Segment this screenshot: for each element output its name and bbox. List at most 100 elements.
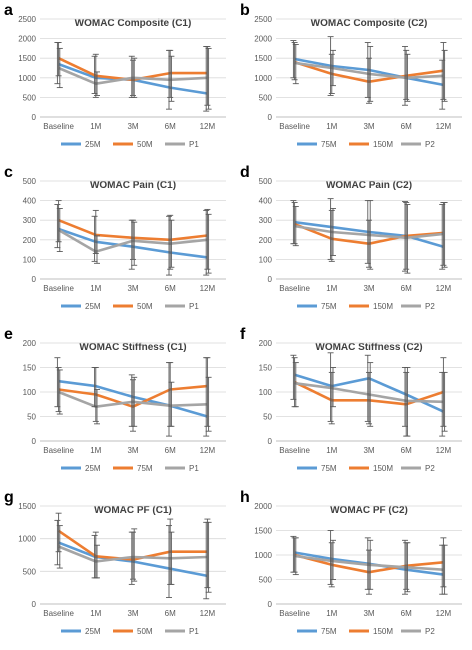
error-bar-50M <box>55 512 62 553</box>
panel-label-c: c <box>4 164 13 181</box>
error-bar-150M <box>403 49 410 100</box>
legend-label: 75M <box>321 140 337 149</box>
x-tick-label: Baseline <box>279 122 310 131</box>
legend-label: 150M <box>373 140 393 149</box>
x-tick-label: Baseline <box>279 609 310 618</box>
legend-item-P2: P2 <box>401 140 435 149</box>
legend-label: P2 <box>425 302 435 311</box>
y-tick-label: 1500 <box>254 54 272 63</box>
error-bar-P2 <box>441 202 448 268</box>
y-tick-label: 0 <box>32 275 37 284</box>
legend-item-50M: 50M <box>113 140 153 149</box>
x-tick-label: 6M <box>401 609 412 618</box>
x-tick-label: 6M <box>401 284 412 293</box>
legend-label: P1 <box>189 302 199 311</box>
chart-panel-f: f WOMAC Stiffness (C2) 0 50 100 150 200 Baselin… <box>240 326 462 473</box>
legend-item-50M: 50M <box>113 302 153 311</box>
legend-label: 150M <box>373 302 393 311</box>
legend-item-75M: 75M <box>113 464 153 473</box>
legend-item-50M: 50M <box>113 627 153 636</box>
error-bar-50M <box>204 518 211 589</box>
y-tick-label: 500 <box>23 177 37 186</box>
error-bar-25M <box>166 525 172 598</box>
y-tick-label: 1500 <box>254 527 272 536</box>
error-bar-P2 <box>292 362 299 408</box>
x-tick-label: 12M <box>436 284 452 293</box>
y-tick-label: 200 <box>23 236 37 245</box>
error-bar-25M <box>203 209 210 276</box>
x-tick-label: Baseline <box>43 122 74 131</box>
error-bar-P1 <box>94 389 100 425</box>
error-bar-75M <box>402 539 408 595</box>
y-tick-label: 100 <box>23 255 37 264</box>
legend-item-P1: P1 <box>165 302 199 311</box>
y-tick-label: 0 <box>32 113 37 122</box>
error-bar-50M <box>204 208 211 270</box>
chart-title: WOMAC Composite (C1) <box>75 18 192 29</box>
error-bar-P2 <box>441 544 448 595</box>
error-bar-P1 <box>205 47 212 110</box>
error-bar-P1 <box>56 369 63 415</box>
panel-label-d: d <box>240 164 250 181</box>
y-tick-label: 0 <box>268 437 273 446</box>
y-tick-label: 200 <box>259 236 273 245</box>
y-tick-label: 300 <box>259 216 273 225</box>
x-tick-label: 6M <box>401 122 412 131</box>
error-bar-P1 <box>131 221 138 266</box>
error-bar-P1 <box>94 71 100 96</box>
error-bar-P2 <box>330 367 336 408</box>
error-bar-75M <box>402 45 408 106</box>
y-tick-label: 0 <box>268 275 273 284</box>
chart-title: WOMAC Pain (C1) <box>90 180 176 191</box>
panel-label-g: g <box>4 489 14 506</box>
legend-label: P2 <box>425 627 435 636</box>
legend-label: 50M <box>137 302 153 311</box>
error-bar-P1 <box>205 213 212 274</box>
x-tick-label: 12M <box>200 122 216 131</box>
legend-label: 25M <box>85 627 101 636</box>
error-bar-150M <box>440 42 447 100</box>
error-bar-P2 <box>330 207 336 256</box>
y-tick-label: 50 <box>263 413 272 422</box>
x-tick-label: 3M <box>127 122 138 131</box>
legend-item-75M: 75M <box>297 302 337 311</box>
y-tick-label: 2000 <box>254 35 272 44</box>
y-tick-label: 1500 <box>18 502 36 511</box>
chart-title: WOMAC Stiffness (C2) <box>315 342 422 353</box>
error-bar-P2 <box>330 49 336 87</box>
x-tick-label: 6M <box>165 446 176 455</box>
error-bar-P1 <box>168 55 175 102</box>
x-tick-label: Baseline <box>279 446 310 455</box>
y-tick-label: 0 <box>268 600 273 609</box>
legend-item-75M: 75M <box>297 140 337 149</box>
error-bar-150M <box>328 53 335 94</box>
error-bar-75M <box>327 352 334 422</box>
error-bar-150M <box>366 549 372 595</box>
error-bar-P1 <box>131 376 138 427</box>
error-bar-P1 <box>56 47 63 89</box>
y-tick-label: 2500 <box>18 15 36 24</box>
x-tick-label: Baseline <box>43 446 74 455</box>
x-tick-label: 1M <box>326 446 337 455</box>
error-bar-P2 <box>292 537 299 576</box>
legend-label: P2 <box>425 140 435 149</box>
y-tick-label: 150 <box>23 364 37 373</box>
error-bar-50M <box>167 49 174 98</box>
error-bar-P1 <box>168 531 175 585</box>
legend-item-75M: 75M <box>297 627 337 636</box>
x-tick-label: 3M <box>363 122 374 131</box>
x-tick-label: 12M <box>200 284 216 293</box>
error-bar-P1 <box>131 57 138 98</box>
error-bar-P2 <box>367 200 374 270</box>
error-bar-P2 <box>441 49 448 102</box>
error-bar-150M <box>440 357 447 427</box>
legend-label: P2 <box>425 464 435 473</box>
y-tick-label: 500 <box>259 93 273 102</box>
error-bar-P2 <box>367 362 374 427</box>
legend-item-25M: 25M <box>61 464 101 473</box>
x-tick-label: 12M <box>436 446 452 455</box>
error-bar-75M <box>327 530 334 585</box>
x-tick-label: 1M <box>326 284 337 293</box>
chart-panel-g: g WOMAC PF (C1) 0 500 1000 1500 Baseline 1M 3M 6M… <box>4 489 226 636</box>
error-bar-150M <box>291 42 298 81</box>
